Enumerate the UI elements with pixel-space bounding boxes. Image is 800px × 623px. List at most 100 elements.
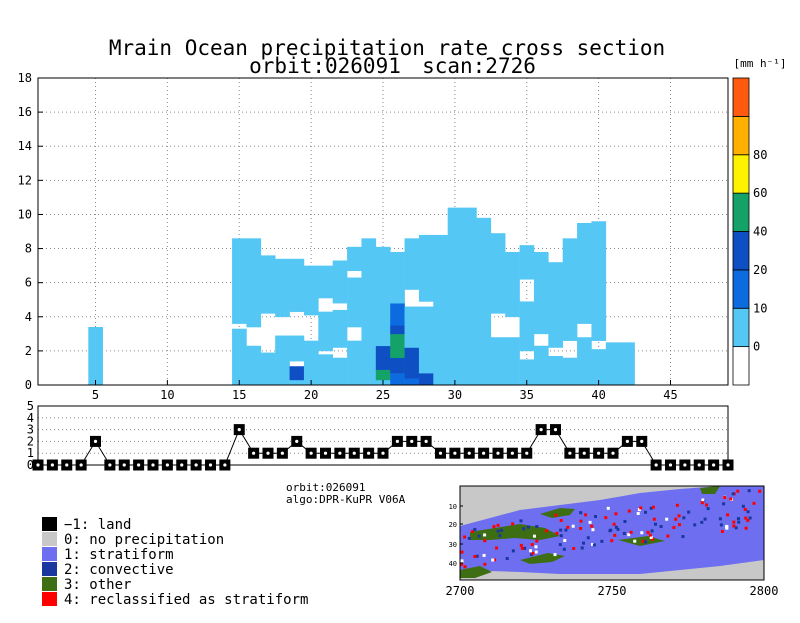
map-speckle <box>520 546 524 550</box>
type-marker-dot <box>108 463 112 467</box>
main-cells <box>88 207 635 386</box>
map-speckle <box>572 547 576 551</box>
map-speckle <box>627 533 631 537</box>
type-marker-dot <box>424 439 428 443</box>
map-speckle <box>623 519 627 523</box>
main-y-tick-label: 2 <box>25 344 32 358</box>
map-speckle <box>571 524 575 528</box>
precip-cell <box>562 238 578 341</box>
precip-cell <box>275 258 290 318</box>
map-speckle <box>659 525 663 529</box>
type-marker-dot <box>467 451 471 455</box>
precip-cell <box>318 311 333 352</box>
type-marker-dot <box>582 451 586 455</box>
map-speckle <box>608 529 612 533</box>
type-marker-dot <box>50 463 54 467</box>
map-speckle <box>722 502 726 506</box>
map-speckle <box>747 489 751 493</box>
chart-subtitle-scan: scan:2726 <box>422 54 536 78</box>
main-y-tick-label: 16 <box>18 105 32 119</box>
map-speckle <box>604 516 608 520</box>
map-speckle <box>633 539 637 543</box>
main-x-tick-label: 40 <box>591 388 605 402</box>
legend-swatch <box>42 547 57 561</box>
precip-cell <box>318 265 333 299</box>
map-speckle <box>522 527 526 531</box>
map-speckle <box>460 559 464 563</box>
legend-label: −1: land <box>64 517 131 533</box>
map-speckle <box>746 510 750 514</box>
type-marker-dot <box>381 451 385 455</box>
map-speckle <box>672 525 676 529</box>
map-speckle <box>616 527 620 531</box>
map-speckle <box>526 525 530 529</box>
precip-cell <box>289 379 305 386</box>
precip-cell <box>404 306 420 348</box>
main-plot: 5 10 15 20 25 30 35 40 45 0 2 4 6 8 10 12 14 16 18 <box>18 71 729 402</box>
precip-cell <box>289 366 305 381</box>
map-speckle <box>743 507 747 511</box>
type-marker-dot <box>180 463 184 467</box>
type-marker-dot <box>295 439 299 443</box>
map-y-tick-label: 20 <box>449 521 457 529</box>
map-speckle <box>473 527 477 531</box>
map-speckle <box>665 517 669 521</box>
map-speckle <box>675 503 679 507</box>
map-speckle <box>500 528 504 532</box>
precip-cell <box>390 373 405 386</box>
map-speckle <box>477 534 481 538</box>
type-marker-dot <box>323 451 328 455</box>
type-marker-dot <box>654 463 658 467</box>
map-speckle <box>682 516 686 520</box>
map-speckle <box>523 546 527 550</box>
colorbar-bin <box>732 346 750 386</box>
type-marker-dot <box>611 451 615 455</box>
type-marker-dot <box>208 463 213 467</box>
map-speckle <box>629 530 633 534</box>
map-speckle <box>511 549 515 553</box>
precip-cell <box>418 373 434 386</box>
type-marker-dot <box>352 451 356 455</box>
map-speckle <box>460 562 464 566</box>
map-speckle <box>566 525 570 529</box>
main-y-tick-label: 12 <box>18 173 32 187</box>
type-marker-dot <box>266 451 270 455</box>
type-marker-dot <box>482 451 486 455</box>
type-marker-dot <box>539 428 543 432</box>
map-speckle <box>731 492 735 496</box>
map-speckle <box>723 496 727 500</box>
precip-cell <box>577 222 592 324</box>
map-speckle <box>530 543 534 547</box>
precip-cell <box>347 277 362 328</box>
precip-cell <box>390 251 405 304</box>
map-speckle <box>519 519 523 523</box>
legend-swatch <box>42 517 57 531</box>
precip-cell <box>476 217 492 386</box>
legend-label: 4: reclassified as stratiform <box>64 592 308 608</box>
precip-cell <box>332 357 348 386</box>
main-x-ticks: 5 10 15 20 25 30 35 40 45 <box>92 380 678 402</box>
colorbar-bin <box>732 192 750 232</box>
main-y-tick-label: 0 <box>25 378 32 392</box>
map-speckle <box>744 516 748 520</box>
legend-label: 0: no precipitation <box>64 532 224 548</box>
map-speckle <box>600 539 604 543</box>
map-thumbnail: 2700 2750 2800 10 20 30 40 <box>446 485 778 598</box>
map-speckle <box>653 522 657 526</box>
map-speckle <box>582 541 586 545</box>
type-marker-dot <box>712 463 716 467</box>
colorbar-label: 20 <box>753 263 767 277</box>
precip-cell <box>375 345 391 370</box>
precip-cell <box>390 303 405 326</box>
type-marker-dot <box>625 439 629 443</box>
type-marker-dot <box>438 451 443 455</box>
chart-subtitle-orbit: orbit:026091 <box>249 54 401 78</box>
precip-cell <box>591 349 607 386</box>
main-x-tick-label: 15 <box>232 388 246 402</box>
type-marker-dot <box>79 463 83 467</box>
colorbar-bin <box>732 307 750 348</box>
map-speckle <box>732 524 736 528</box>
chart-title: Mrain Ocean precipitation rate cross sec… <box>109 36 665 60</box>
map-x-tick-label: 2700 <box>446 584 475 598</box>
